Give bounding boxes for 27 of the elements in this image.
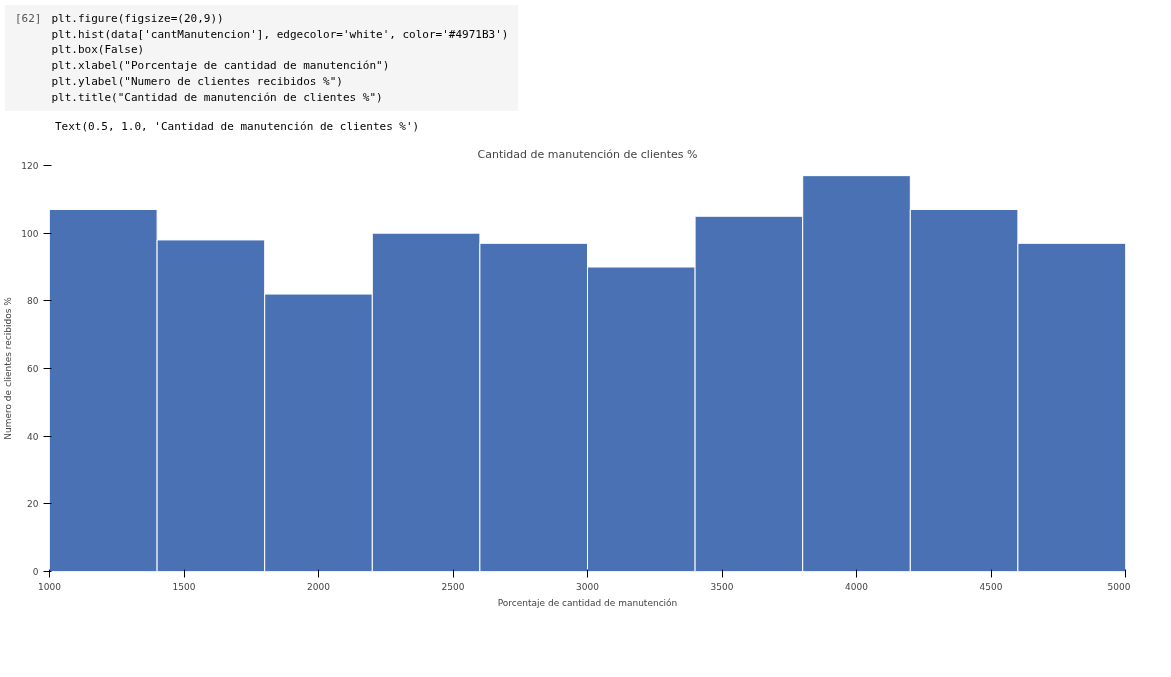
x-tick-label: 3000 xyxy=(576,581,600,592)
text: plt.hist(data['cantManutencion'], edgecolor='white', color='#4971B3') xyxy=(51,27,509,41)
y-tick-label: 40 xyxy=(27,432,39,443)
text: plt.ylabel("Numero de clientes recibidos %") xyxy=(51,74,343,88)
y-tick-label: 80 xyxy=(27,296,39,307)
x-tick-label: 4000 xyxy=(845,581,869,592)
y-axis-title: Numero de clientes recibidos % xyxy=(3,297,14,441)
chart-title: Cantidad de manutención de clientes % xyxy=(477,147,698,161)
text: plt.box(False) xyxy=(51,43,145,57)
y-tick-label: 60 xyxy=(27,364,39,375)
text: Text(0.5, 1.0, 'Cantidad de manutención de clientes %') xyxy=(54,119,421,135)
x-tick-label: 1000 xyxy=(38,581,62,592)
text: plt.title("Cantidad de manutención de clientes %") xyxy=(51,90,383,104)
x-axis-title: Porcentaje de cantidad de manutención xyxy=(497,597,678,608)
x-tick-label: 1500 xyxy=(172,581,196,592)
y-tick-label: 20 xyxy=(27,499,39,510)
x-tick-label: 4500 xyxy=(979,581,1003,592)
text: plt.figure(figsize=(20,9)) xyxy=(51,12,224,25)
x-tick-label: 3500 xyxy=(710,581,734,592)
text: plt.xlabel("Porcentaje de cantidad de manutención") xyxy=(51,59,390,73)
y-tick-label: 0 xyxy=(32,567,39,578)
text: [62] xyxy=(15,11,42,27)
y-tick-label: 120 xyxy=(21,161,39,172)
y-tick-label: 100 xyxy=(21,229,39,240)
x-tick-label: 2000 xyxy=(307,581,331,592)
x-tick-label: 2500 xyxy=(441,581,465,592)
x-tick-label: 5000 xyxy=(1107,581,1131,592)
